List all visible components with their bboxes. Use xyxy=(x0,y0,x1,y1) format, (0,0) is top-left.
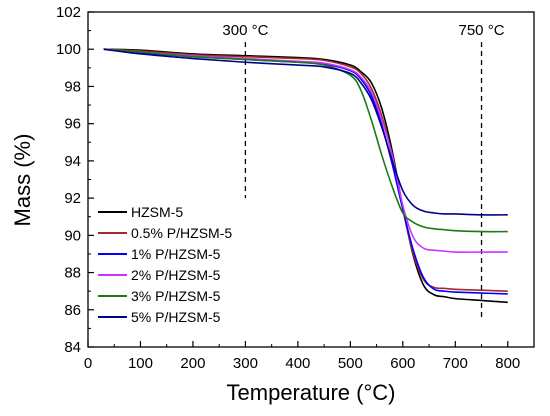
x-tick-label: 800 xyxy=(495,355,520,372)
y-tick-label: 90 xyxy=(64,227,81,244)
x-axis-title: Temperature (°C) xyxy=(227,380,396,405)
series-line-3 xyxy=(103,48,508,253)
x-tick-label: 200 xyxy=(180,355,205,372)
y-tick-label: 86 xyxy=(64,302,81,319)
series-line-5 xyxy=(103,48,508,216)
series-line-0 xyxy=(103,48,508,304)
legend-label-5: 5% P/HZSM-5 xyxy=(131,309,221,325)
legend-label-3: 2% P/HZSM-5 xyxy=(131,267,221,283)
annotation-label: 300 °C xyxy=(222,22,268,39)
y-tick-label: 102 xyxy=(56,4,81,21)
annotation-label: 750 °C xyxy=(459,22,505,39)
y-tick-label: 94 xyxy=(64,153,81,170)
y-tick-label: 96 xyxy=(64,116,81,133)
legend-label-2: 1% P/HZSM-5 xyxy=(131,246,221,262)
x-tick-label: 0 xyxy=(84,355,92,372)
y-tick-label: 98 xyxy=(64,78,81,95)
x-tick-label: 700 xyxy=(443,355,468,372)
legend-label-0: HZSM-5 xyxy=(131,204,183,220)
series-line-1 xyxy=(103,48,508,292)
x-tick-label: 400 xyxy=(285,355,310,372)
y-axis-title: Mass (%) xyxy=(10,134,35,227)
series-line-4 xyxy=(103,48,508,233)
y-tick-label: 88 xyxy=(64,265,81,282)
y-tick-label: 100 xyxy=(56,41,81,58)
legend-label-4: 3% P/HZSM-5 xyxy=(131,288,221,304)
x-tick-label: 300 xyxy=(233,355,258,372)
x-tick-label: 600 xyxy=(390,355,415,372)
legend-label-1: 0.5% P/HZSM-5 xyxy=(131,225,232,241)
y-tick-label: 92 xyxy=(64,190,81,207)
y-tick-label: 84 xyxy=(64,339,81,356)
x-tick-label: 500 xyxy=(338,355,363,372)
x-tick-label: 100 xyxy=(128,355,153,372)
